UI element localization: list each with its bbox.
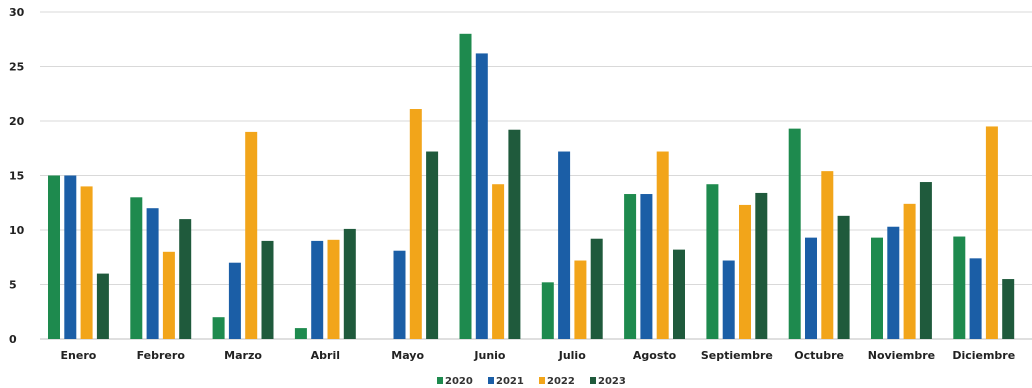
x-category-label: Octubre (794, 349, 844, 362)
x-category-label: Julio (558, 349, 586, 362)
gridlines (40, 11, 1032, 340)
bar (985, 126, 998, 339)
bar (228, 262, 241, 339)
bar (656, 151, 669, 339)
bar (146, 208, 159, 339)
bar (261, 240, 274, 339)
bar (294, 328, 307, 339)
y-tick-label: 15 (9, 170, 24, 183)
bar (245, 131, 258, 339)
bar (508, 129, 521, 339)
bar (393, 250, 406, 339)
bar (755, 192, 768, 339)
bar (574, 260, 587, 339)
bar (475, 53, 488, 340)
bar (343, 228, 356, 339)
y-tick-label: 25 (9, 61, 24, 74)
bar (409, 109, 422, 339)
bar (837, 215, 850, 339)
bar (96, 273, 109, 339)
legend-swatch (437, 377, 443, 384)
x-axis-categories: Enero Febrero Marzo Abril Mayo Junio Julio Agos… (61, 349, 1016, 362)
bar (969, 258, 982, 339)
x-category-label: Junio (473, 349, 506, 362)
x-category-label: Noviembre (868, 349, 935, 362)
x-category-label: Diciembre (952, 349, 1015, 362)
legend: 2020 2021 2022 2023 (437, 376, 626, 387)
bar (590, 238, 603, 339)
x-category-label: Marzo (224, 349, 262, 362)
bar (558, 151, 571, 339)
bars (48, 33, 1015, 340)
legend-swatch (539, 377, 545, 384)
x-category-label: Mayo (391, 349, 424, 362)
bar (48, 175, 60, 339)
bar (459, 33, 472, 340)
bar (887, 226, 900, 339)
x-category-label: Enero (61, 349, 97, 362)
bar (64, 175, 77, 339)
bar (673, 249, 685, 339)
y-tick-label: 30 (9, 6, 25, 19)
legend-label: 2021 (496, 376, 524, 387)
legend-swatch (488, 377, 494, 384)
x-category-label: Agosto (633, 349, 677, 362)
bar (426, 151, 439, 339)
bar (311, 240, 324, 339)
bar (706, 184, 719, 339)
bar (722, 260, 735, 339)
bar (212, 317, 225, 339)
bar (805, 237, 817, 339)
y-tick-label: 10 (9, 224, 25, 237)
x-category-label: Septiembre (701, 349, 773, 362)
bar (739, 204, 751, 339)
bar (492, 184, 505, 339)
legend-swatch (590, 377, 596, 384)
bar (788, 128, 801, 339)
bar (179, 219, 192, 339)
x-category-label: Abril (311, 349, 340, 362)
bar (1002, 279, 1015, 339)
bar (953, 236, 966, 339)
bar (162, 251, 175, 339)
bar (640, 194, 653, 339)
bar (624, 194, 637, 339)
bar (327, 239, 340, 339)
y-axis-ticks: 0 5 10 15 20 25 30 (9, 6, 25, 346)
bar (903, 203, 916, 339)
bar (821, 171, 834, 339)
legend-label: 2022 (547, 376, 575, 387)
bar (80, 186, 93, 339)
y-tick-label: 0 (9, 333, 17, 346)
bar (130, 197, 143, 339)
bar (871, 237, 883, 339)
legend-label: 2023 (598, 376, 626, 387)
y-tick-label: 5 (9, 279, 17, 292)
y-tick-label: 20 (9, 115, 25, 128)
x-category-label: Febrero (137, 349, 186, 362)
legend-label: 2020 (445, 376, 473, 387)
bar (919, 182, 932, 339)
bar (541, 282, 554, 339)
